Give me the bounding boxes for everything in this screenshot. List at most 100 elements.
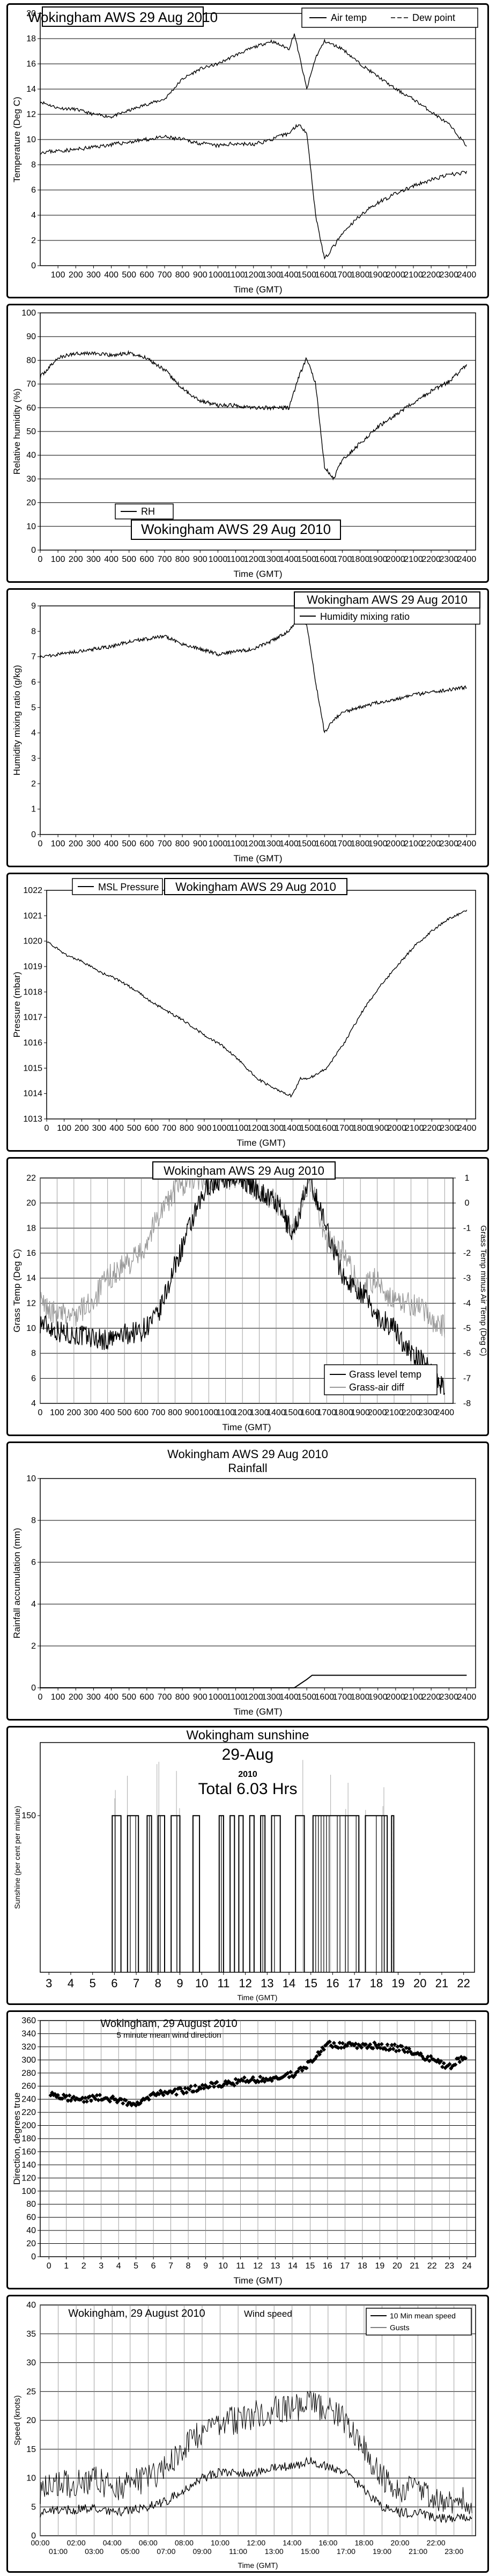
x-tick-label: 13 (271, 2262, 280, 2271)
x-tick-label: 22 (457, 1977, 470, 1990)
wind-direction-point (402, 2050, 407, 2054)
wind-direction-point (449, 2066, 454, 2071)
x-tick-label: 400 (100, 1408, 115, 1417)
y-tick-label: 16 (26, 60, 36, 69)
y-tick-label: 260 (21, 2082, 36, 2091)
sunshine-interval (127, 1815, 139, 1972)
x-tick-label-top: 18:00 (354, 2538, 373, 2547)
x-tick-label: 1100 (226, 270, 245, 280)
plot-area (40, 1742, 475, 1973)
y-tick-label: 100 (21, 309, 36, 318)
wind-direction-point (382, 2046, 387, 2051)
legend-label-pressure: MSL Pressure (98, 882, 159, 892)
x-tick-label: 15 (306, 2262, 315, 2271)
x-tick-label: 1700 (333, 1693, 352, 1702)
y-tick-label: 50 (26, 427, 36, 436)
title-box (294, 591, 480, 609)
x-tick-label: 200 (67, 1408, 81, 1417)
y2-tick-label: -1 (463, 1224, 471, 1233)
wind-direction-point (67, 2093, 72, 2098)
legend (301, 8, 478, 28)
x-tick-label: 19 (375, 2262, 384, 2271)
x-tick-label: 700 (151, 1408, 166, 1417)
x-tick-label-top: 04:00 (103, 2538, 122, 2547)
x-tick-label: 20 (413, 1977, 426, 1990)
y-tick-label: 1018 (23, 987, 42, 997)
p0-svg: 0 2 4 6 8 10 12 14 16 18 20 100 200 300 400 500 600 700 80… (12, 6, 478, 295)
y-tick-label: 12 (26, 110, 36, 119)
x-tick-label: 1600 (315, 555, 334, 564)
x-tick-label: 1800 (351, 270, 370, 280)
y-tick-label: 20 (26, 1199, 36, 1208)
x-tick-label: 2400 (435, 1408, 454, 1417)
x-tick-label: 1700 (317, 1408, 336, 1417)
x-tick-label: 2000 (386, 555, 405, 564)
series-air-temp-line (40, 33, 467, 147)
wind-direction-point (179, 2086, 183, 2091)
x-tick-label: 1500 (297, 1693, 316, 1702)
plot-area (40, 1478, 476, 1688)
rainfall-panel: 0 2 4 6 8 10 0 100 200 300 400 500 600 700 800 900 1000 1… (6, 1441, 489, 1721)
x-tick-label: 2 (81, 2262, 86, 2271)
y-tick-label: 1020 (23, 937, 42, 946)
x-tick-label-bottom: 17:00 (337, 2547, 355, 2556)
y-tick-label: 160 (21, 2147, 36, 2156)
wind-direction-point (308, 2058, 313, 2063)
x-tick-label-bottom: 21:00 (409, 2547, 427, 2556)
wind-direction-point (350, 2041, 355, 2046)
wind-direction-point (447, 2062, 452, 2067)
y-tick-label: 150 (21, 1811, 36, 1820)
x-tick-label-top: 12:00 (247, 2538, 265, 2547)
wind-direction-point (335, 2045, 339, 2050)
y-tick-label: 25 (26, 2387, 36, 2396)
wind-direction-point (158, 2088, 163, 2093)
legend-label-mean-speed: 10 Min mean speed (390, 2311, 456, 2320)
x-tick-label-bottom: 07:00 (157, 2547, 175, 2556)
chart-title: Wokingham, 29 August 2010 (68, 2308, 205, 2319)
wind-direction-point (236, 2078, 241, 2083)
wind-direction-point (169, 2090, 174, 2095)
wind-direction-point (202, 2086, 206, 2091)
wind-direction-point (243, 2080, 248, 2084)
wind-direction-point (295, 2069, 300, 2074)
x-tick-label: 1700 (333, 839, 352, 848)
legend-label-grass-level: Grass level temp (349, 1369, 421, 1380)
x-tick-label: 600 (140, 270, 154, 280)
chart-title: Wokingham AWS 29 Aug 2010 (164, 1164, 324, 1177)
grass-temperature-panel: 4 6 8 10 12 14 16 18 20 22 0 100 200 300 400 500 600 700 8… (6, 1157, 489, 1436)
wind-direction-point (128, 2101, 132, 2105)
chart-subtitle: 29-Aug (222, 1746, 274, 1763)
y-tick-label: 320 (21, 2043, 36, 2052)
y-tick-label: 35 (26, 2330, 36, 2339)
wind-direction-point (391, 2047, 396, 2052)
x-tick-label: 600 (140, 555, 154, 564)
x-tick-label: 2000 (386, 270, 405, 280)
wind-direction-point (463, 2056, 468, 2061)
y-tick-label: 80 (26, 356, 36, 365)
x-tick-label: 19 (391, 1977, 404, 1990)
wind-direction-point (421, 2057, 426, 2061)
x-tick-label: 1900 (351, 1408, 370, 1417)
wind-direction-point (331, 2040, 336, 2045)
x-tick-label: 3 (46, 1977, 52, 1990)
wind-direction-point (401, 2047, 406, 2052)
wind-direction-point (96, 2098, 101, 2103)
x-tick-label: 1600 (315, 270, 334, 280)
y-axis-label: Relative humidity (%) (12, 389, 22, 475)
x-tick-label: 0 (38, 555, 43, 564)
wind-direction-point (353, 2041, 358, 2046)
y-tick-label: 12 (26, 1299, 36, 1308)
y-tick-label: 360 (21, 2016, 36, 2025)
wind-direction-point (356, 2042, 361, 2047)
wind-direction-point (379, 2041, 384, 2046)
x-tick-label-top: 16:00 (318, 2538, 337, 2547)
x-tick-label: 600 (134, 1408, 149, 1417)
y2-tick-label: -3 (463, 1274, 471, 1283)
wind-direction-point (439, 2059, 443, 2063)
y-tick-label: 4 (31, 1399, 36, 1408)
x-axis-label: Time (GMT) (234, 569, 283, 579)
wind-direction-point (123, 2098, 128, 2103)
x-tick-label: 2200 (402, 1408, 421, 1417)
wind-direction-point (394, 2049, 398, 2054)
series-pressure-line (46, 910, 468, 1098)
